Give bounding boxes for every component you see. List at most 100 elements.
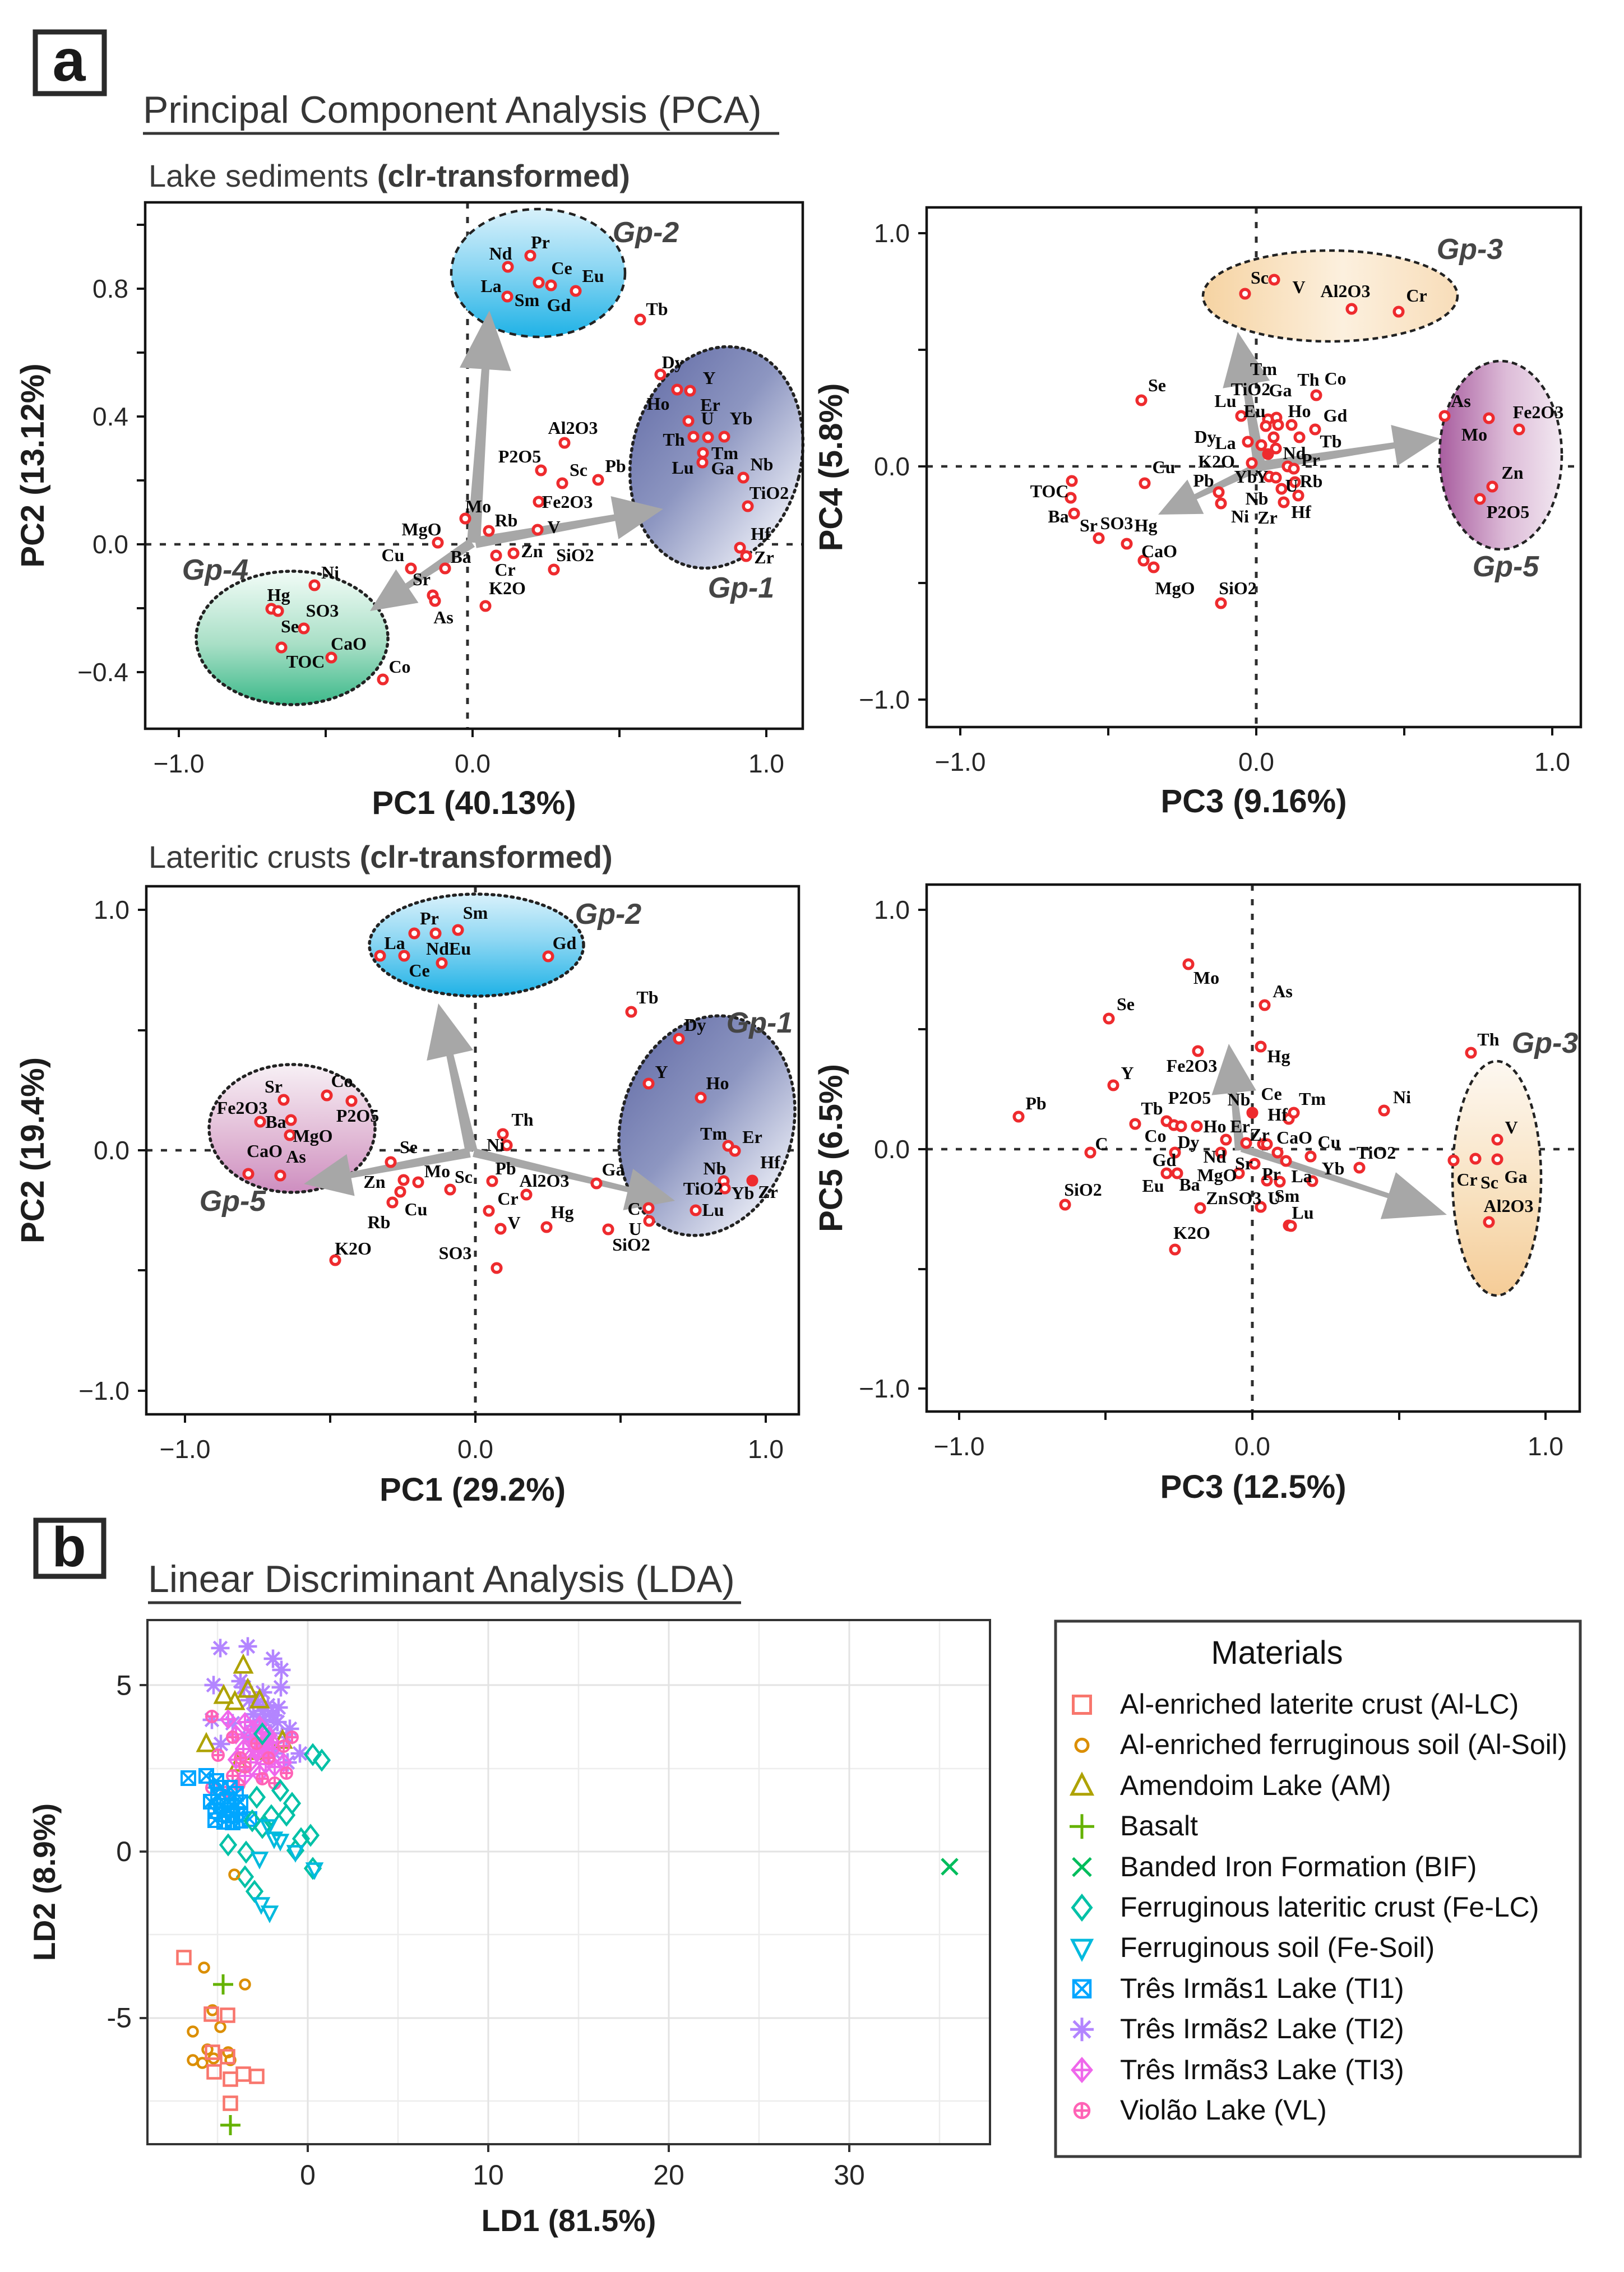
svg-text:1.0: 1.0 <box>1528 1432 1563 1461</box>
svg-text:Mo: Mo <box>424 1161 450 1181</box>
svg-text:1.0: 1.0 <box>748 1435 784 1464</box>
svg-text:MgO: MgO <box>1197 1165 1237 1185</box>
svg-text:Materials: Materials <box>1211 1635 1343 1671</box>
svg-text:SiO2: SiO2 <box>1064 1179 1102 1200</box>
svg-text:Ba: Ba <box>1048 506 1068 526</box>
svg-text:Rb: Rb <box>368 1212 391 1232</box>
svg-text:Ho: Ho <box>647 394 670 414</box>
svg-text:Rb: Rb <box>1300 471 1323 491</box>
svg-text:Hf: Hf <box>1267 1104 1288 1125</box>
svg-text:−1.0: −1.0 <box>859 685 910 714</box>
svg-text:K2O: K2O <box>335 1238 372 1258</box>
svg-text:C: C <box>1095 1133 1108 1154</box>
svg-text:Ho: Ho <box>1204 1116 1227 1136</box>
svg-text:Yb: Yb <box>1234 466 1257 487</box>
svg-text:Zr: Zr <box>1250 1125 1270 1145</box>
svg-text:0.0: 0.0 <box>1234 1432 1270 1461</box>
svg-text:Er: Er <box>700 395 720 415</box>
svg-text:Cr: Cr <box>497 1188 518 1209</box>
svg-text:Hg: Hg <box>267 585 290 605</box>
svg-text:MgO: MgO <box>401 519 441 539</box>
svg-text:0.8: 0.8 <box>92 274 128 303</box>
svg-text:Gp-3: Gp-3 <box>1437 233 1503 266</box>
svg-text:Tm: Tm <box>711 443 738 463</box>
svg-text:Al2O3: Al2O3 <box>1484 1196 1534 1216</box>
svg-text:Gd: Gd <box>553 933 577 953</box>
svg-text:0.0: 0.0 <box>874 452 910 481</box>
svg-text:Violão Lake (VL): Violão Lake (VL) <box>1120 2094 1327 2126</box>
svg-text:Gp-5: Gp-5 <box>200 1185 267 1218</box>
svg-text:Dy: Dy <box>1177 1132 1199 1152</box>
svg-text:Gp-4: Gp-4 <box>182 554 249 586</box>
svg-text:Gp-3: Gp-3 <box>1512 1027 1579 1059</box>
svg-text:Pb: Pb <box>605 456 626 476</box>
svg-text:K2O: K2O <box>489 578 526 598</box>
svg-text:Sr: Sr <box>1235 1153 1253 1173</box>
svg-text:Nd: Nd <box>1283 443 1306 463</box>
svg-text:SO3: SO3 <box>306 600 339 621</box>
svg-text:Ce: Ce <box>1261 1084 1281 1104</box>
svg-text:Gp-5: Gp-5 <box>1473 550 1540 583</box>
svg-text:MgO: MgO <box>293 1126 332 1146</box>
svg-text:Ni: Ni <box>1231 506 1249 526</box>
svg-text:Co: Co <box>1324 368 1346 388</box>
svg-text:Três Irmãs2 Lake (TI2): Três Irmãs2 Lake (TI2) <box>1120 2013 1404 2044</box>
svg-text:Co: Co <box>331 1071 353 1091</box>
svg-text:Nb: Nb <box>1246 488 1269 508</box>
svg-text:Nb: Nb <box>1228 1089 1251 1109</box>
svg-text:1.0: 1.0 <box>874 895 910 924</box>
svg-text:1.0: 1.0 <box>94 895 129 924</box>
svg-text:Yb: Yb <box>732 1183 755 1203</box>
svg-text:Pr: Pr <box>531 232 550 252</box>
svg-text:La: La <box>480 276 501 296</box>
svg-text:Sr: Sr <box>265 1076 283 1096</box>
svg-text:Th: Th <box>511 1109 533 1130</box>
svg-text:Y: Y <box>655 1062 668 1082</box>
svg-text:Cr: Cr <box>1406 285 1427 306</box>
svg-text:Banded Iron Formation (BIF): Banded Iron Formation (BIF) <box>1120 1851 1477 1882</box>
svg-text:Lu: Lu <box>1292 1202 1313 1223</box>
svg-text:Mo: Mo <box>465 496 491 516</box>
svg-text:Yb: Yb <box>730 408 753 428</box>
svg-text:Gd: Gd <box>547 295 571 315</box>
svg-text:−0.4: −0.4 <box>77 658 128 687</box>
svg-text:Hg: Hg <box>1267 1046 1290 1066</box>
svg-text:Al2O3: Al2O3 <box>1321 281 1371 301</box>
svg-text:1.0: 1.0 <box>874 219 910 248</box>
svg-text:Y: Y <box>1255 466 1268 487</box>
svg-text:Hf: Hf <box>751 524 771 544</box>
svg-text:Ba: Ba <box>450 547 471 567</box>
svg-text:Ni: Ni <box>487 1135 505 1155</box>
svg-text:10: 10 <box>473 2159 504 2191</box>
svg-text:Sr: Sr <box>1080 515 1098 535</box>
svg-text:Mo: Mo <box>1193 968 1219 988</box>
svg-text:1.0: 1.0 <box>1534 747 1570 776</box>
svg-text:Er: Er <box>742 1127 762 1147</box>
svg-text:Y: Y <box>702 368 715 388</box>
svg-text:Tb: Tb <box>1141 1098 1163 1118</box>
svg-text:U: U <box>701 408 714 428</box>
svg-text:Hg: Hg <box>1135 515 1158 535</box>
svg-text:Ferruginous lateritic crust (F: Ferruginous lateritic crust (Fe-LC) <box>1120 1891 1539 1923</box>
svg-text:Hf: Hf <box>760 1152 780 1172</box>
svg-text:TiO2: TiO2 <box>683 1178 723 1199</box>
svg-text:−1.0: −1.0 <box>859 1374 910 1403</box>
svg-text:Eu: Eu <box>582 266 604 286</box>
svg-text:PC3 (9.16%): PC3 (9.16%) <box>1160 783 1347 820</box>
svg-text:Ba: Ba <box>1179 1174 1200 1195</box>
svg-text:Nb: Nb <box>704 1158 727 1178</box>
svg-text:Cu: Cu <box>405 1199 428 1219</box>
svg-text:Sr: Sr <box>413 569 431 589</box>
svg-text:0.0: 0.0 <box>92 530 128 559</box>
svg-text:Gd: Gd <box>1153 1150 1177 1170</box>
svg-text:PC2 (13.12%): PC2 (13.12%) <box>15 363 51 567</box>
svg-text:Tb: Tb <box>646 299 668 319</box>
svg-text:Eu: Eu <box>1243 401 1265 421</box>
svg-text:As: As <box>433 607 454 627</box>
svg-text:Cu: Cu <box>1153 457 1176 477</box>
svg-text:Gp-1: Gp-1 <box>727 1007 793 1039</box>
svg-text:Sc: Sc <box>455 1167 473 1187</box>
svg-text:Y: Y <box>1121 1063 1133 1083</box>
svg-text:Tm: Tm <box>1299 1089 1326 1109</box>
svg-text:P2O5: P2O5 <box>1168 1088 1211 1108</box>
